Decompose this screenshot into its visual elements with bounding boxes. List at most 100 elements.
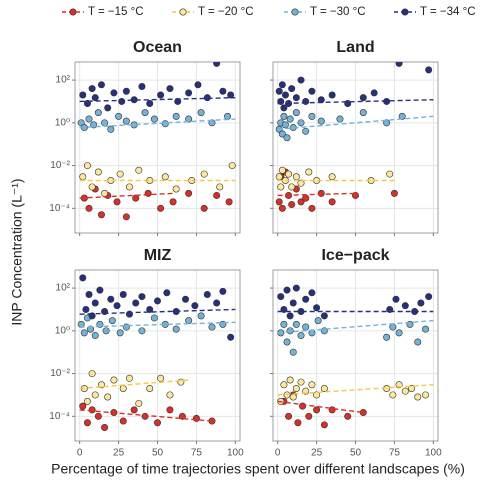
plot-area bbox=[275, 62, 434, 212]
point bbox=[94, 109, 102, 117]
point bbox=[227, 91, 235, 99]
point bbox=[135, 166, 143, 174]
point bbox=[390, 189, 398, 197]
point bbox=[116, 329, 124, 337]
point bbox=[79, 402, 87, 410]
point bbox=[172, 325, 180, 333]
point bbox=[313, 391, 321, 399]
point bbox=[154, 297, 162, 305]
point bbox=[292, 94, 300, 102]
point bbox=[228, 162, 236, 170]
point bbox=[292, 385, 300, 393]
point bbox=[289, 299, 297, 307]
point bbox=[292, 109, 300, 117]
plot-area bbox=[77, 62, 236, 221]
point bbox=[191, 302, 199, 310]
panel-title: Land bbox=[336, 39, 374, 56]
point bbox=[308, 112, 316, 120]
x-tick-label: 75 bbox=[191, 448, 203, 459]
panel-border bbox=[272, 269, 439, 442]
point bbox=[308, 381, 316, 389]
point bbox=[401, 302, 409, 310]
point bbox=[97, 211, 105, 219]
point bbox=[122, 213, 130, 221]
point bbox=[101, 189, 109, 197]
point bbox=[425, 293, 433, 301]
point bbox=[113, 302, 121, 310]
trend-line bbox=[79, 409, 213, 422]
point bbox=[401, 387, 409, 395]
panel-border bbox=[74, 61, 241, 234]
point bbox=[185, 189, 193, 197]
point bbox=[182, 295, 190, 303]
point bbox=[281, 91, 289, 99]
point bbox=[422, 325, 430, 333]
point bbox=[286, 312, 294, 320]
point bbox=[224, 112, 232, 120]
point bbox=[79, 274, 87, 282]
point bbox=[289, 393, 297, 401]
point bbox=[144, 189, 152, 197]
point bbox=[213, 62, 221, 67]
point bbox=[79, 173, 87, 181]
y-tick-label: 10² bbox=[56, 283, 71, 294]
point bbox=[294, 419, 302, 427]
point bbox=[302, 295, 310, 303]
trend-line bbox=[277, 384, 434, 396]
trend-line bbox=[79, 308, 236, 315]
point bbox=[297, 119, 305, 127]
point bbox=[197, 109, 205, 117]
point bbox=[213, 191, 221, 199]
point bbox=[285, 412, 293, 420]
point bbox=[88, 183, 96, 191]
point bbox=[88, 406, 96, 414]
point bbox=[280, 104, 288, 112]
point bbox=[308, 204, 316, 212]
legend-label: T = −34 °C bbox=[420, 6, 476, 18]
plot-area bbox=[77, 274, 236, 431]
point bbox=[94, 412, 102, 420]
point bbox=[277, 183, 285, 191]
point bbox=[83, 419, 91, 427]
point bbox=[389, 391, 397, 399]
panel-title: MIZ bbox=[144, 247, 172, 264]
point bbox=[320, 385, 328, 393]
point bbox=[328, 173, 336, 181]
point bbox=[280, 112, 288, 120]
point bbox=[297, 332, 305, 340]
legend-label: T = −20 °C bbox=[198, 6, 254, 18]
point bbox=[219, 287, 227, 295]
y-tick-label: 10⁻⁴ bbox=[49, 411, 70, 422]
point bbox=[125, 183, 133, 191]
point bbox=[320, 421, 328, 429]
point bbox=[110, 376, 118, 384]
point bbox=[425, 66, 433, 74]
trend-line bbox=[277, 115, 434, 130]
point bbox=[392, 295, 400, 303]
point bbox=[94, 168, 102, 176]
point bbox=[79, 91, 87, 99]
point bbox=[141, 412, 149, 420]
x-tick-label: 25 bbox=[311, 448, 323, 459]
point bbox=[317, 117, 325, 125]
point bbox=[91, 94, 99, 102]
point bbox=[308, 289, 316, 297]
point bbox=[336, 115, 344, 123]
point bbox=[395, 329, 403, 337]
panel-border bbox=[272, 61, 439, 234]
point bbox=[172, 185, 180, 193]
point bbox=[283, 134, 291, 142]
point bbox=[125, 374, 133, 382]
point bbox=[383, 119, 391, 127]
point bbox=[414, 338, 422, 346]
point bbox=[383, 333, 391, 341]
point bbox=[177, 378, 185, 386]
point bbox=[302, 127, 310, 135]
point bbox=[172, 112, 180, 120]
point bbox=[286, 327, 294, 335]
point bbox=[288, 183, 296, 191]
point bbox=[417, 299, 425, 307]
point bbox=[292, 173, 300, 181]
point bbox=[344, 412, 352, 420]
point bbox=[146, 305, 154, 313]
